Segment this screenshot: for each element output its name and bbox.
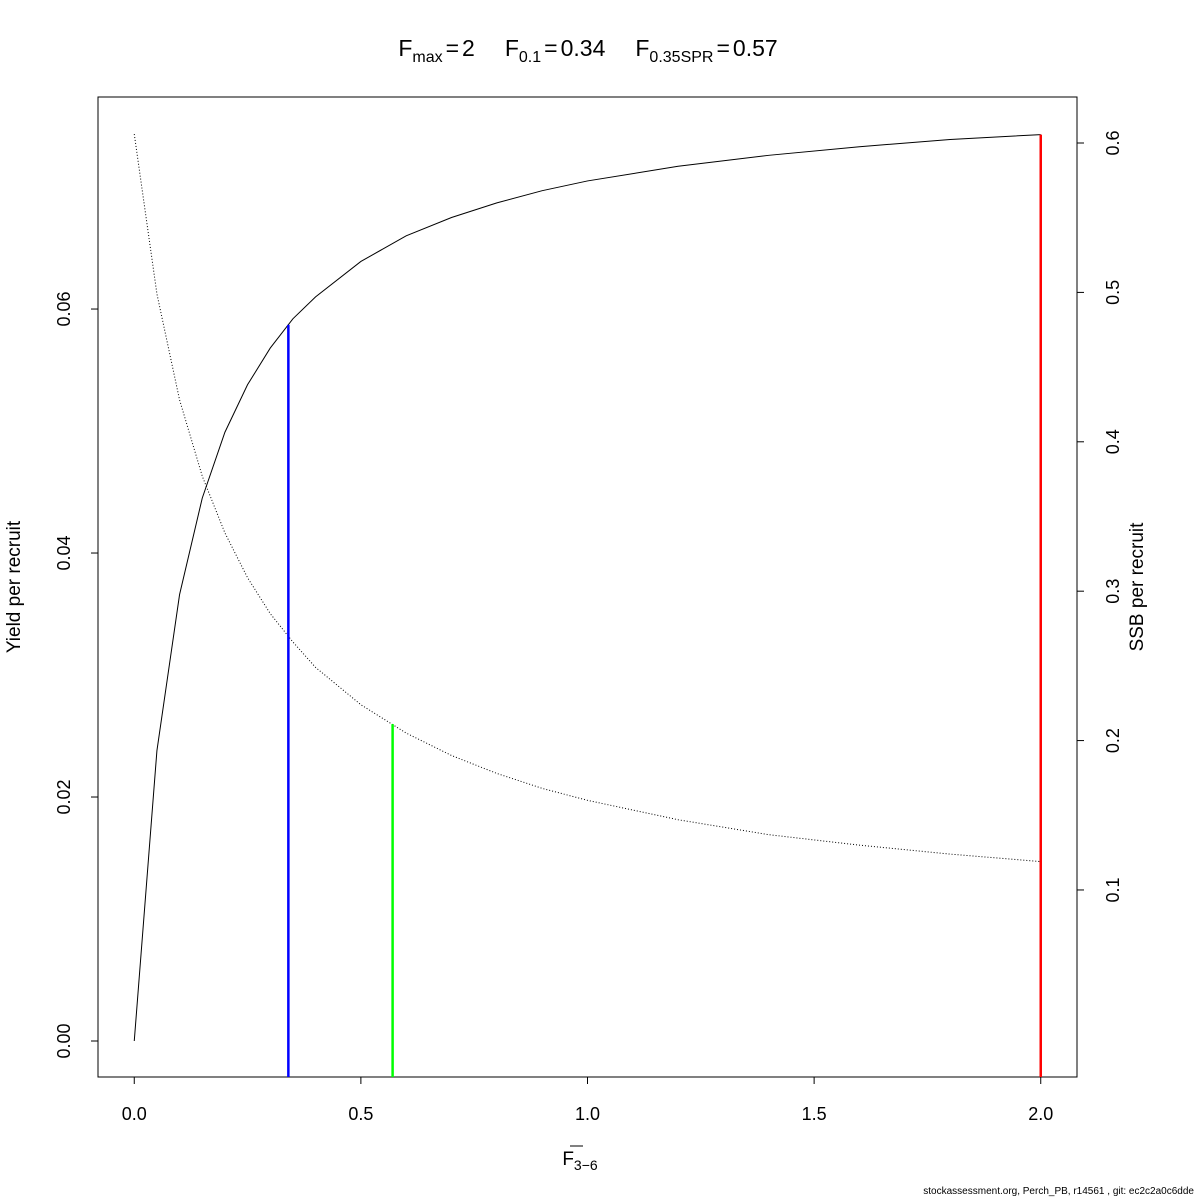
title-value: 0.34 (561, 35, 606, 61)
y-tick-label: 0.06 (54, 292, 74, 327)
title-value: 0.57 (733, 35, 778, 61)
y2-tick-label: 0.5 (1103, 280, 1123, 305)
title-symbol: F (398, 35, 412, 61)
title-symbol: F (505, 35, 519, 61)
series-line (133, 134, 1041, 1042)
title-symbol: F (635, 35, 649, 61)
y2-tick-label: 0.6 (1103, 130, 1123, 155)
x-tick-label: 0.0 (122, 1104, 147, 1124)
title-value: 2 (462, 35, 475, 61)
title-subscript: 0.35SPR (649, 49, 713, 66)
title-operator: = (716, 35, 729, 61)
y2-tick-label: 0.3 (1103, 579, 1123, 604)
title-subscript: max (412, 49, 442, 66)
title-operator: = (544, 35, 557, 61)
title-subscript: 0.1 (519, 49, 541, 66)
y-tick-label: 0.02 (54, 779, 74, 814)
y-tick-label: 0.04 (54, 536, 74, 571)
x-tick-label: 0.5 (348, 1104, 373, 1124)
y-tick-label: 0.00 (54, 1023, 74, 1058)
x-axis-label: F3−6 (562, 1149, 598, 1173)
title-operator: = (446, 35, 459, 61)
y2-tick-label: 0.2 (1103, 728, 1123, 753)
x-label-symbol: F (562, 1149, 574, 1170)
x-tick-label: 2.0 (1028, 1104, 1053, 1124)
y2-tick-label: 0.4 (1103, 429, 1123, 454)
y-axis-label: Yield per recruit (4, 520, 25, 653)
x-tick-label: 1.0 (575, 1104, 600, 1124)
plot-frame (97, 96, 1078, 1078)
x-tick-label: 1.5 (802, 1104, 827, 1124)
x-label-subscript: 3−6 (574, 1157, 598, 1173)
footer: stockassessment.org, Perch_PB, r14561 , … (923, 1186, 1194, 1197)
chart-title: Fmax = 2 F0.1 = 0.34 F0.35SPR = 0.57 (398, 35, 777, 66)
y2-axis-label: SSB per recruit (1127, 522, 1148, 652)
series-line (133, 133, 1041, 863)
y2-tick-label: 0.1 (1103, 877, 1123, 902)
